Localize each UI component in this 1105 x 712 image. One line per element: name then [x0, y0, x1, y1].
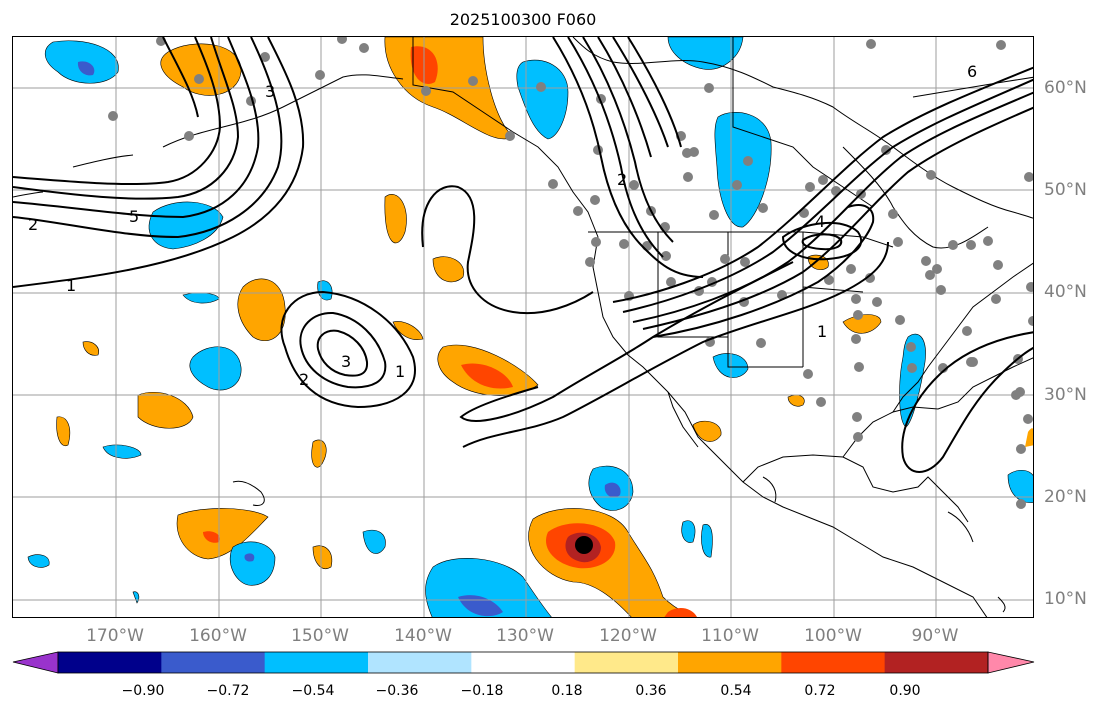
colorbar-segment	[368, 652, 472, 673]
lon-label: 90°W	[911, 626, 959, 646]
coastlines	[13, 37, 1033, 617]
lon-label: 170°W	[86, 626, 144, 646]
colorbar-tick: −0.36	[375, 683, 419, 699]
contour-label: 1	[817, 322, 827, 341]
colorbar-tick: −0.90	[121, 683, 165, 699]
colorbar-tick: 0.18	[551, 683, 583, 699]
colorbar-tick: 0.54	[720, 683, 752, 699]
contour-label: 1	[66, 276, 76, 295]
contour-label: 2	[299, 370, 309, 389]
colorbar-segment	[574, 652, 679, 673]
station-dots	[108, 37, 1033, 509]
lat-label: 60°N	[1044, 78, 1087, 98]
contour-label: 2	[617, 170, 627, 189]
colorbar-max-extend	[987, 651, 1035, 674]
map-area: 1 2 3 5 6 4 2 3 1 2 1	[12, 36, 1034, 618]
colorbar-tick: 0.36	[635, 683, 667, 699]
colorbar-tick: 0.72	[804, 683, 836, 699]
lat-label: 20°N	[1044, 487, 1087, 507]
lon-label: 140°W	[394, 626, 452, 646]
colorbar-segment	[781, 652, 886, 673]
contour-label: 6	[967, 62, 977, 81]
colorbar-segment	[161, 652, 266, 673]
map-title: 2025100300 F060	[449, 10, 597, 29]
lat-label: 10°N	[1044, 589, 1087, 609]
contour-lines	[13, 37, 1033, 473]
lon-label: 110°W	[701, 626, 759, 646]
colorbar-segment	[471, 652, 576, 673]
lon-label: 130°W	[496, 626, 554, 646]
colorbar-segment	[884, 652, 989, 673]
lon-label: 120°W	[599, 626, 657, 646]
lon-label: 100°W	[804, 626, 862, 646]
contour-label: 1	[395, 362, 405, 381]
graticule	[13, 37, 1033, 617]
colorbar-tick: −0.72	[206, 683, 250, 699]
colorbar-tick: −0.18	[460, 683, 504, 699]
colorbar-segment	[58, 652, 162, 673]
colorbar-tick: −0.54	[291, 683, 335, 699]
colorbar	[12, 651, 1035, 674]
lon-label: 150°W	[291, 626, 349, 646]
contour-label: 2	[28, 215, 38, 234]
colorbar-tick: 0.90	[889, 683, 921, 699]
lon-label: 160°W	[189, 626, 247, 646]
contour-label: 5	[129, 207, 139, 226]
contour-label-group: 1 2 3 5 6 4 2 3 1 2 1	[28, 62, 977, 389]
lat-label: 30°N	[1044, 385, 1087, 405]
contour-label: 4	[815, 212, 825, 231]
colorbar-min-extend	[12, 651, 59, 674]
lat-label: 40°N	[1044, 282, 1087, 302]
contour-label: 3	[265, 82, 275, 101]
colorbar-outline	[57, 651, 989, 674]
storm-center-marker	[575, 536, 593, 554]
colorbar-segment	[678, 652, 782, 673]
colorbar-segment	[264, 652, 369, 673]
contour-label: 3	[341, 352, 351, 371]
lat-label: 50°N	[1044, 180, 1087, 200]
map-canvas: 1 2 3 5 6 4 2 3 1 2 1	[13, 37, 1033, 617]
